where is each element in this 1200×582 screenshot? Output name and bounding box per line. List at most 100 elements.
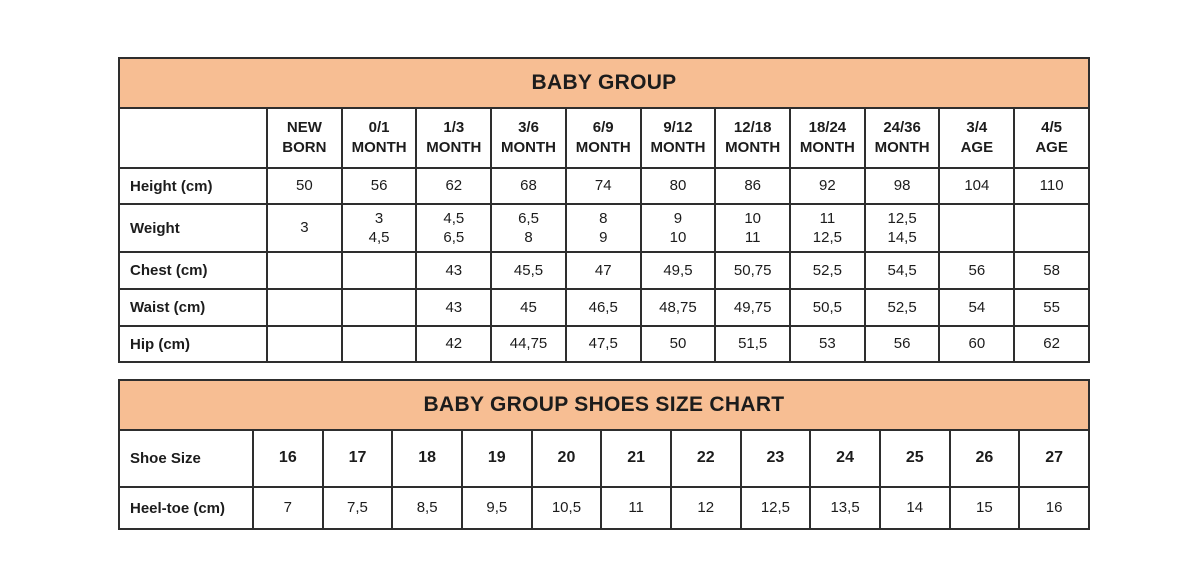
column-header: NEW BORN — [266, 107, 343, 169]
value-cell: 11 12,5 — [789, 203, 866, 253]
value-cell: 56 — [938, 251, 1016, 290]
value-cell — [266, 251, 343, 290]
baby-group-table: BABY GROUP NEW BORN 0/1 MONTH 1/3 MONTH 3/6… — [118, 57, 1090, 363]
value-cell: 62 — [1013, 325, 1090, 363]
value-cell: 58 — [1013, 251, 1090, 290]
corner-cell — [118, 107, 268, 169]
value-cell: 49,75 — [714, 288, 792, 327]
column-header: 9/12 MONTH — [639, 107, 717, 169]
value-cell: 43 — [415, 288, 493, 327]
column-header-row: NEW BORN 0/1 MONTH 1/3 MONTH 3/6 MONTH 6/9 M… — [118, 107, 1090, 169]
column-header: 3/4 AGE — [938, 107, 1016, 169]
table-row: Height (cm) 50 56 62 68 74 80 86 92 98 104 110 — [118, 167, 1090, 205]
value-cell: 92 — [789, 167, 866, 205]
value-cell: 19 — [460, 429, 533, 488]
value-cell: 14 — [878, 486, 951, 530]
column-header: 24/36 MONTH — [863, 107, 941, 169]
value-cell — [938, 203, 1016, 253]
value-cell: 50,75 — [714, 251, 792, 290]
value-cell: 80 — [639, 167, 717, 205]
value-cell: 13,5 — [809, 486, 881, 530]
value-cell: 50 — [266, 167, 343, 205]
baby-group-shoes-title: BABY GROUP SHOES SIZE CHART — [118, 379, 1090, 431]
value-cell: 53 — [789, 325, 866, 363]
row-label: Height (cm) — [118, 167, 268, 205]
value-cell: 7,5 — [321, 486, 394, 530]
value-cell — [1013, 203, 1090, 253]
row-label: Hip (cm) — [118, 325, 268, 363]
baby-group-shoes-table: BABY GROUP SHOES SIZE CHART Shoe Size 16 1… — [118, 379, 1090, 530]
value-cell: 22 — [669, 429, 742, 488]
value-cell: 16 — [1018, 486, 1090, 530]
value-cell — [340, 288, 418, 327]
value-cell: 16 — [252, 429, 324, 488]
value-cell: 52,5 — [863, 288, 941, 327]
value-cell — [266, 325, 343, 363]
value-cell: 27 — [1018, 429, 1090, 488]
value-cell: 17 — [321, 429, 394, 488]
title-row: BABY GROUP SHOES SIZE CHART — [118, 379, 1090, 431]
value-cell: 56 — [340, 167, 418, 205]
value-cell: 20 — [530, 429, 603, 488]
value-cell: 23 — [739, 429, 812, 488]
value-cell: 24 — [809, 429, 881, 488]
value-cell: 104 — [938, 167, 1016, 205]
row-label: Heel-toe (cm) — [118, 486, 254, 530]
value-cell: 10,5 — [530, 486, 603, 530]
value-cell: 50 — [639, 325, 717, 363]
value-cell: 9,5 — [460, 486, 533, 530]
value-cell: 52,5 — [789, 251, 866, 290]
value-cell — [266, 288, 343, 327]
value-cell: 68 — [490, 167, 567, 205]
value-cell: 54 — [938, 288, 1016, 327]
value-cell: 21 — [600, 429, 672, 488]
row-label: Chest (cm) — [118, 251, 268, 290]
value-cell: 46,5 — [564, 288, 642, 327]
column-header: 12/18 MONTH — [714, 107, 792, 169]
value-cell: 43 — [415, 251, 493, 290]
value-cell: 47 — [564, 251, 642, 290]
baby-group-title: BABY GROUP — [118, 57, 1090, 109]
value-cell: 12 — [669, 486, 742, 530]
value-cell: 15 — [948, 486, 1021, 530]
column-header: 1/3 MONTH — [415, 107, 493, 169]
value-cell: 3 — [266, 203, 343, 253]
table-row: Hip (cm) 42 44,75 47,5 50 51,5 53 56 60 62 — [118, 325, 1090, 363]
column-header: 6/9 MONTH — [564, 107, 642, 169]
value-cell — [340, 325, 418, 363]
value-cell: 74 — [564, 167, 642, 205]
value-cell: 12,5 — [739, 486, 812, 530]
value-cell: 9 10 — [639, 203, 717, 253]
value-cell: 6,5 8 — [490, 203, 567, 253]
value-cell: 26 — [948, 429, 1021, 488]
column-header: 0/1 MONTH — [340, 107, 418, 169]
value-cell: 4,5 6,5 — [415, 203, 493, 253]
value-cell: 86 — [714, 167, 792, 205]
value-cell: 98 — [863, 167, 941, 205]
value-cell: 12,5 14,5 — [863, 203, 941, 253]
value-cell: 45 — [490, 288, 567, 327]
table-row: Heel-toe (cm) 7 7,5 8,5 9,5 10,5 11 12 12,5 13,5 1… — [118, 486, 1090, 530]
column-header: 3/6 MONTH — [490, 107, 567, 169]
value-cell: 42 — [415, 325, 493, 363]
value-cell: 47,5 — [564, 325, 642, 363]
value-cell: 55 — [1013, 288, 1090, 327]
value-cell: 62 — [415, 167, 493, 205]
value-cell: 60 — [938, 325, 1016, 363]
value-cell: 56 — [863, 325, 941, 363]
row-label: Waist (cm) — [118, 288, 268, 327]
title-row: BABY GROUP — [118, 57, 1090, 109]
table-row: Shoe Size 16 17 18 19 20 21 22 23 24 25 26 27 — [118, 429, 1090, 488]
value-cell: 25 — [878, 429, 951, 488]
table-row: Chest (cm) 43 45,5 47 49,5 50,75 52,5 54,5 56 58 — [118, 251, 1090, 290]
value-cell: 48,75 — [639, 288, 717, 327]
value-cell: 18 — [391, 429, 463, 488]
value-cell: 50,5 — [789, 288, 866, 327]
table-row: Waist (cm) 43 45 46,5 48,75 49,75 50,5 52,5 54 55 — [118, 288, 1090, 327]
value-cell: 54,5 — [863, 251, 941, 290]
value-cell: 3 4,5 — [340, 203, 418, 253]
value-cell: 51,5 — [714, 325, 792, 363]
value-cell: 110 — [1013, 167, 1090, 205]
